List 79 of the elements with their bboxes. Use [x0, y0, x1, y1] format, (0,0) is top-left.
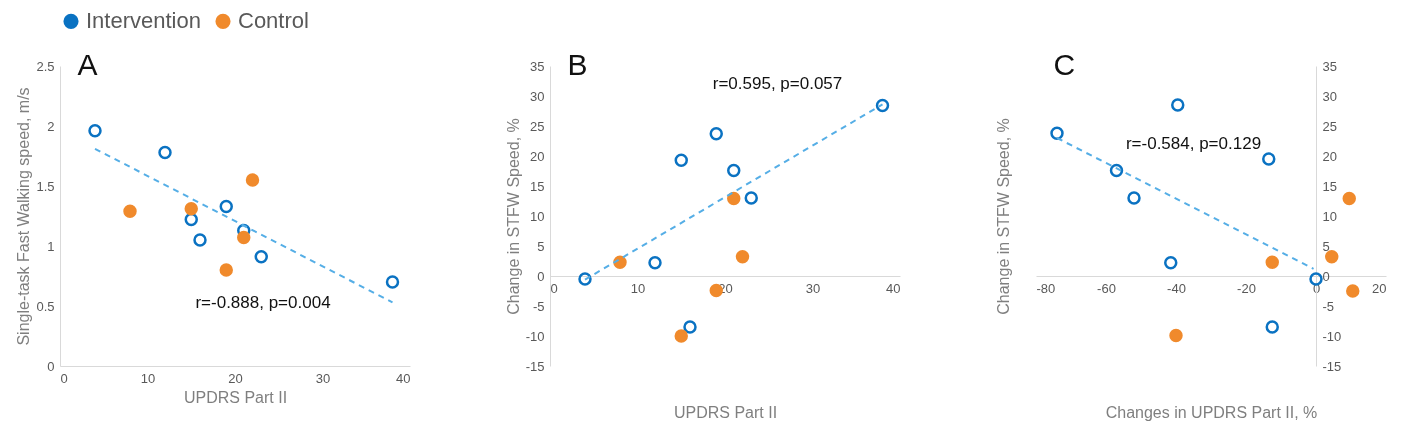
x-axis-title: UPDRS Part II — [673, 403, 778, 421]
x-tick-label: -40 — [1167, 280, 1186, 296]
x-tick-label: 40 — [886, 280, 901, 296]
point — [219, 263, 233, 277]
y-tick-label: -15 — [1322, 358, 1342, 374]
y-tick-label: 30 — [1322, 88, 1337, 104]
y-tick-label: 1.5 — [36, 178, 55, 194]
point — [735, 250, 750, 264]
point — [193, 233, 207, 247]
y-tick-label: 1 — [47, 238, 55, 254]
annotation: r=-0.584, p=0.129 — [1125, 134, 1262, 153]
point — [875, 98, 890, 113]
point — [674, 329, 688, 343]
y-tick-label: 10 — [1322, 208, 1337, 224]
point — [744, 191, 758, 205]
y-tick-label: 30 — [530, 88, 545, 104]
y-tick-label: 20 — [1322, 148, 1337, 164]
y-tick-label: -5 — [532, 298, 545, 314]
point — [385, 275, 400, 289]
y-tick-label: -10 — [1322, 328, 1342, 344]
point — [88, 124, 102, 138]
y-tick-label: 15 — [1322, 178, 1337, 194]
y-tick-label: 0.5 — [36, 298, 55, 314]
x-tick-label: 0 — [550, 280, 558, 296]
y-tick-label: 10 — [530, 208, 545, 224]
point — [245, 173, 260, 187]
y-tick-label: -5 — [1322, 298, 1335, 314]
point — [683, 320, 697, 334]
x-axis-title: UPDRS Part II — [183, 388, 288, 406]
y-tick-label: -15 — [525, 358, 545, 374]
point — [709, 127, 723, 141]
point — [158, 145, 172, 160]
y-axis-title: Change in STFW Speed, % — [994, 118, 1012, 315]
point — [727, 163, 741, 178]
point — [254, 250, 268, 264]
point — [184, 212, 198, 227]
chart-title: B — [567, 48, 588, 81]
x-tick-label: 0 — [60, 370, 68, 386]
legend-label: Control — [238, 8, 309, 34]
x-tick-label: 10 — [630, 280, 646, 296]
point — [648, 256, 662, 270]
y-tick-label: 35 — [530, 58, 545, 74]
y-tick-label: 0 — [537, 268, 545, 284]
y-tick-label: 5 — [537, 238, 545, 254]
y-axis-title: Change in STFW Speed, % — [504, 118, 522, 315]
point — [123, 204, 137, 218]
chart-title: A — [77, 48, 98, 81]
x-tick-label: 20 — [1372, 280, 1387, 296]
x-tick-label: 20 — [228, 370, 243, 386]
legend-label: Intervention — [86, 8, 201, 34]
x-tick-label: 10 — [140, 370, 156, 386]
x-tick-label: 30 — [805, 280, 821, 296]
y-tick-label: 2.5 — [36, 58, 55, 74]
y-tick-label: 35 — [1322, 58, 1337, 74]
y-tick-label: 2 — [47, 118, 55, 134]
y-tick-label: 20 — [530, 148, 545, 164]
x-tick-label: -80 — [1036, 280, 1056, 296]
point — [674, 153, 688, 167]
y-tick-label: 0 — [47, 358, 55, 374]
annotation: r=-0.888, p=0.004 — [195, 293, 331, 312]
x-tick-label: -20 — [1237, 280, 1256, 296]
y-tick-label: 5 — [1322, 238, 1330, 254]
x-tick-label: -60 — [1097, 280, 1116, 296]
point — [184, 202, 198, 216]
y-tick-label: 15 — [530, 178, 545, 194]
point — [727, 191, 741, 206]
x-axis-title: Changes in UPDRS Part II, % — [1105, 403, 1318, 421]
y-axis-title: Single-task Fast Walking speed, m/s — [15, 87, 33, 346]
point — [237, 230, 251, 245]
y-tick-label: -10 — [525, 328, 545, 344]
y-tick-label: 25 — [530, 118, 545, 134]
y-tick-label: 25 — [1322, 118, 1337, 134]
x-tick-label: 30 — [315, 370, 331, 386]
point — [219, 199, 233, 214]
chart-title: C — [1053, 48, 1076, 81]
annotation: r=0.595, p=0.057 — [712, 74, 843, 93]
x-tick-label: 40 — [396, 370, 411, 386]
y-tick-label: 0 — [1322, 268, 1330, 284]
point — [578, 272, 592, 286]
